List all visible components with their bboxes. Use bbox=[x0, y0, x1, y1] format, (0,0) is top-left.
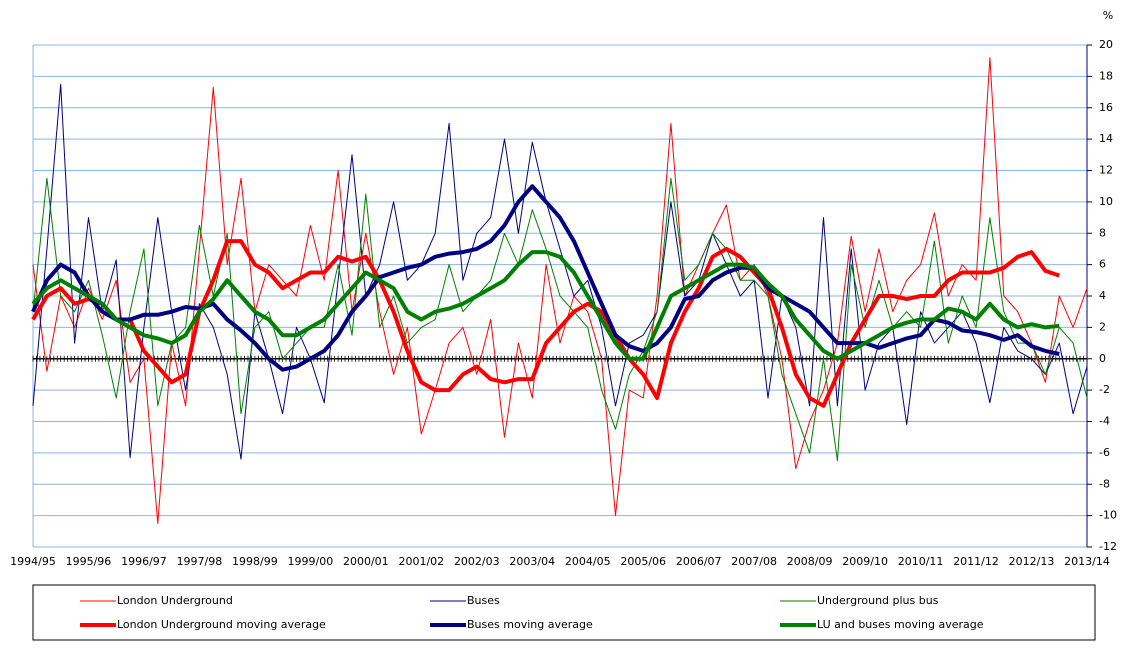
series-line bbox=[31, 250, 1060, 361]
x-tick-label: 2001/02 bbox=[398, 555, 444, 568]
series-line bbox=[32, 57, 1088, 524]
x-tick-label: 2002/03 bbox=[454, 555, 500, 568]
y-tick-label: 2 bbox=[1099, 320, 1106, 333]
x-tick-label: 2008/09 bbox=[787, 555, 833, 568]
x-tick-label: 2007/08 bbox=[731, 555, 777, 568]
series-line bbox=[31, 239, 1060, 408]
y-tick-label: 6 bbox=[1099, 258, 1106, 271]
x-tick-label: 1999/00 bbox=[288, 555, 334, 568]
y-tick-label: 8 bbox=[1099, 226, 1106, 239]
x-tick-label: 2004/05 bbox=[565, 555, 611, 568]
x-tick-label: 1998/99 bbox=[232, 555, 278, 568]
x-tick-label: 1994/95 bbox=[10, 555, 56, 568]
legend-label: London Underground moving average bbox=[117, 618, 326, 631]
y-tick-label: -10 bbox=[1099, 509, 1117, 522]
y-tick-label: -2 bbox=[1099, 383, 1110, 396]
x-tick-label: 2005/06 bbox=[620, 555, 666, 568]
x-tick-label: 2009/10 bbox=[842, 555, 888, 568]
series-line bbox=[32, 83, 1088, 460]
legend-label: Buses bbox=[467, 594, 500, 607]
legend-label: London Underground bbox=[117, 594, 233, 607]
x-tick-label: 1996/97 bbox=[121, 555, 167, 568]
y-tick-label: 0 bbox=[1099, 352, 1106, 365]
x-tick-label: 2011/12 bbox=[953, 555, 999, 568]
legend-label: Buses moving average bbox=[467, 618, 593, 631]
y-tick-label: 20 bbox=[1099, 38, 1113, 51]
x-tick-label: 2012/13 bbox=[1009, 555, 1055, 568]
x-tick-label: 2013/14 bbox=[1064, 555, 1110, 568]
x-tick-label: 2010/11 bbox=[898, 555, 944, 568]
y-tick-label: 12 bbox=[1099, 164, 1113, 177]
x-tick-label: 2006/07 bbox=[676, 555, 722, 568]
x-tick-label: 2000/01 bbox=[343, 555, 389, 568]
y-tick-label: 4 bbox=[1099, 289, 1106, 302]
x-tick-label: 1995/96 bbox=[66, 555, 112, 568]
y-tick-label: -6 bbox=[1099, 446, 1110, 459]
y-tick-label: -8 bbox=[1099, 477, 1110, 490]
x-tick-label: 2003/04 bbox=[509, 555, 555, 568]
legend-box bbox=[32, 584, 1096, 641]
y-tick-label: 16 bbox=[1099, 101, 1113, 114]
legend-label: LU and buses moving average bbox=[817, 618, 984, 631]
y-tick-label: 10 bbox=[1099, 195, 1113, 208]
series-line bbox=[32, 177, 1088, 462]
y-unit: % bbox=[1103, 9, 1113, 22]
y-tick-label: -12 bbox=[1099, 540, 1117, 553]
legend-label: Underground plus bus bbox=[817, 594, 939, 607]
y-tick-label: 18 bbox=[1099, 69, 1113, 82]
x-tick-label: 1997/98 bbox=[177, 555, 223, 568]
y-tick-label: 14 bbox=[1099, 132, 1113, 145]
y-tick-label: -4 bbox=[1099, 415, 1110, 428]
